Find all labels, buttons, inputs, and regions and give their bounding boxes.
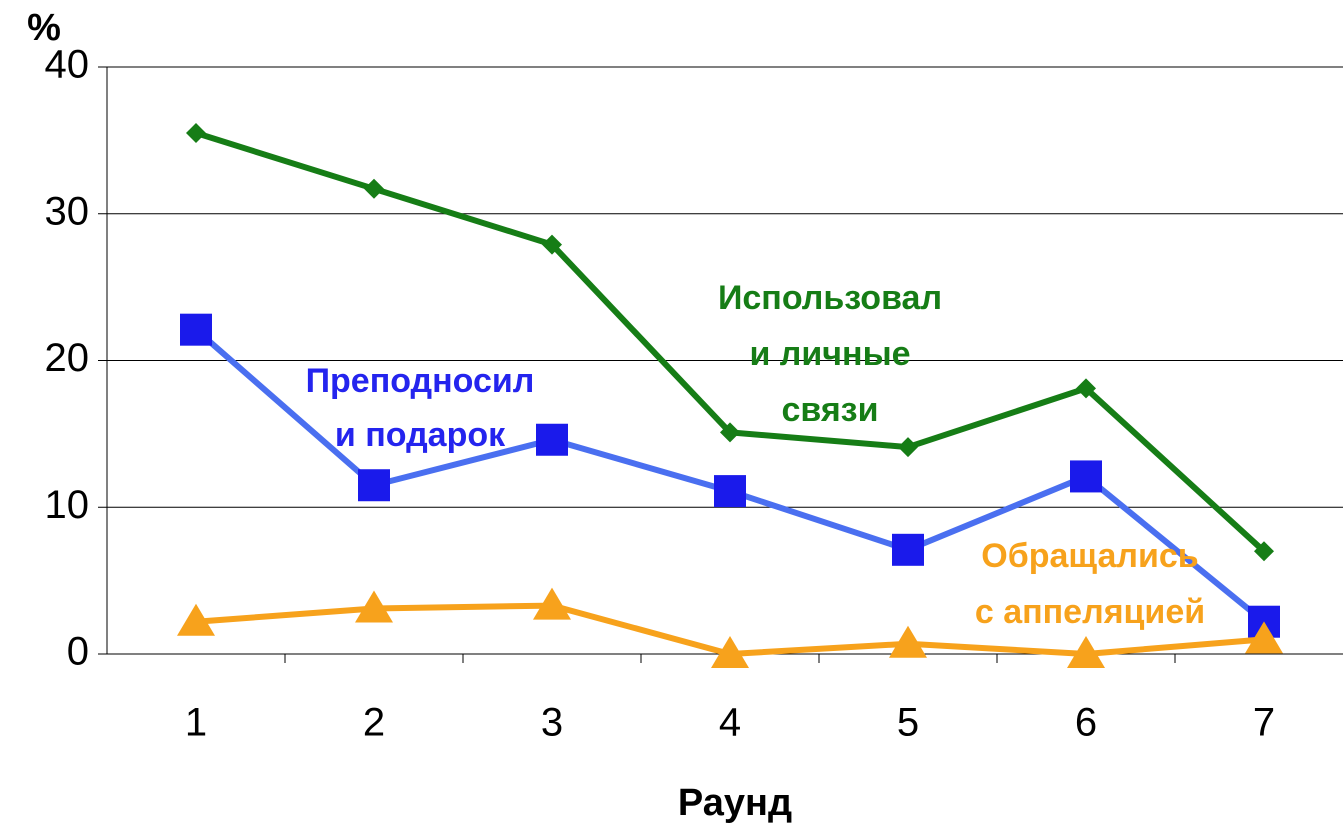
marker [889, 625, 927, 658]
marker [536, 423, 568, 456]
marker [1245, 621, 1283, 654]
series-label: с аппеляцией [975, 593, 1205, 631]
x-tick-label: 4 [719, 701, 741, 745]
marker [720, 422, 740, 443]
marker [1254, 541, 1274, 562]
marker [1070, 460, 1102, 493]
x-axis-title: Раунд [678, 782, 792, 824]
x-tick-label: 1 [185, 701, 207, 745]
marker [177, 603, 215, 636]
marker [355, 590, 393, 623]
series-label: Преподносил [306, 362, 535, 400]
series-label: Обращались [981, 537, 1198, 575]
series-label: и подарок [335, 416, 506, 454]
y-tick-label: 40 [45, 43, 90, 87]
series-label: связи [781, 391, 878, 429]
x-tick-label: 6 [1075, 701, 1097, 745]
marker [542, 234, 562, 255]
x-tick-label: 3 [541, 701, 563, 745]
marker [898, 437, 918, 458]
y-tick-label: 20 [45, 336, 90, 380]
marker [1067, 636, 1105, 668]
marker [711, 636, 749, 668]
x-tick-label: 2 [363, 701, 385, 745]
marker [364, 178, 384, 199]
y-tick-label: 10 [45, 483, 90, 527]
y-tick-label: 30 [45, 189, 90, 233]
x-tick-label: 5 [897, 701, 919, 745]
marker [1076, 378, 1096, 399]
series-label: Использовал [718, 279, 942, 317]
y-tick-label: 0 [67, 630, 89, 674]
marker [533, 587, 571, 620]
marker [892, 533, 924, 566]
marker [186, 123, 206, 144]
marker [358, 469, 390, 502]
series-label: и личные [749, 335, 910, 373]
marker [714, 475, 746, 508]
y-axis-title: % [27, 7, 61, 49]
marker [180, 313, 212, 346]
x-tick-label: 7 [1253, 701, 1275, 745]
